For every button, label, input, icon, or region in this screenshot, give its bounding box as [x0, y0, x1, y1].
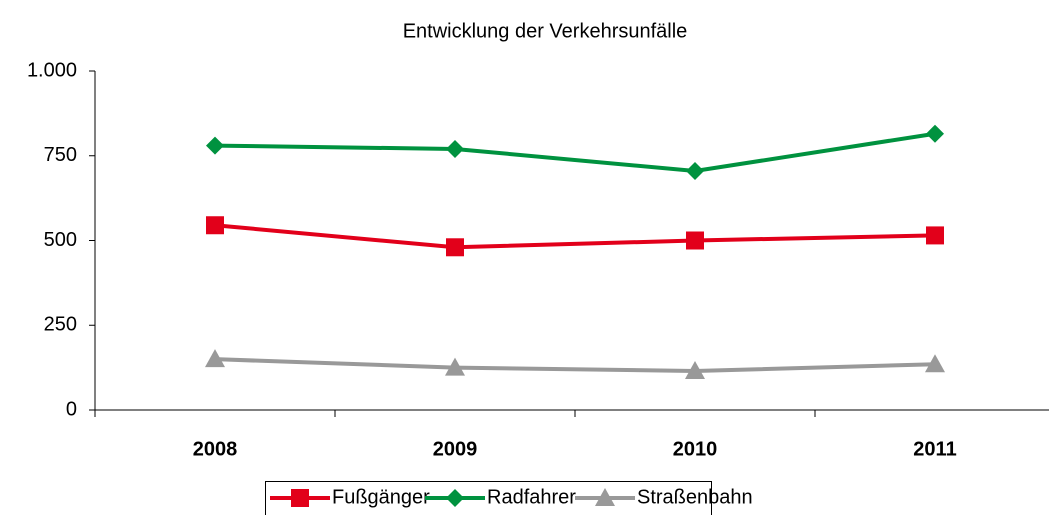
- x-tick-label: 2010: [673, 438, 718, 460]
- point-marker: [686, 162, 704, 181]
- legend-box: [265, 481, 712, 515]
- x-tick-label: 2008: [193, 438, 238, 460]
- x-tick-label: 2009: [433, 438, 478, 460]
- point-marker: [206, 216, 224, 235]
- point-marker: [685, 361, 705, 380]
- y-tick-label: 500: [44, 229, 77, 251]
- y-tick-label: 250: [44, 314, 77, 336]
- legend-marker: [595, 488, 615, 506]
- point-marker: [686, 231, 704, 250]
- point-marker: [205, 349, 225, 368]
- point-marker: [446, 139, 464, 158]
- series-line: [214, 131, 936, 174]
- point-marker: [926, 226, 944, 245]
- point-marker: [206, 136, 224, 155]
- point-marker: [926, 124, 944, 143]
- series-line: [214, 357, 936, 374]
- legend-label: Fußgänger: [332, 486, 430, 508]
- y-tick-label: 1.000: [27, 59, 77, 81]
- series-line: [214, 223, 936, 250]
- y-tick-label: 750: [44, 144, 77, 166]
- point-marker: [445, 357, 465, 376]
- x-tick-label: 2011: [913, 438, 956, 460]
- point-marker: [925, 354, 945, 373]
- legend-marker: [446, 489, 464, 507]
- y-tick-label: 0: [66, 398, 77, 420]
- legend-label: Radfahrer: [487, 486, 576, 508]
- chart-title: Entwicklung der Verkehrsunfälle: [403, 20, 688, 42]
- legend-label: Straßenbahn: [637, 486, 753, 508]
- point-marker: [446, 238, 464, 257]
- legend-marker: [291, 489, 309, 507]
